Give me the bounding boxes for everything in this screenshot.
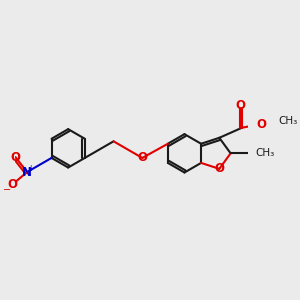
Text: CH₃: CH₃: [256, 148, 275, 158]
Text: CH₃: CH₃: [278, 116, 297, 126]
Text: O: O: [7, 178, 17, 191]
Text: +: +: [28, 164, 34, 172]
Text: N: N: [22, 166, 32, 178]
Text: O: O: [257, 118, 267, 131]
Text: O: O: [137, 152, 147, 164]
Text: O: O: [11, 151, 20, 164]
Text: −: −: [3, 185, 11, 195]
Text: O: O: [214, 162, 224, 175]
Text: O: O: [236, 99, 245, 112]
